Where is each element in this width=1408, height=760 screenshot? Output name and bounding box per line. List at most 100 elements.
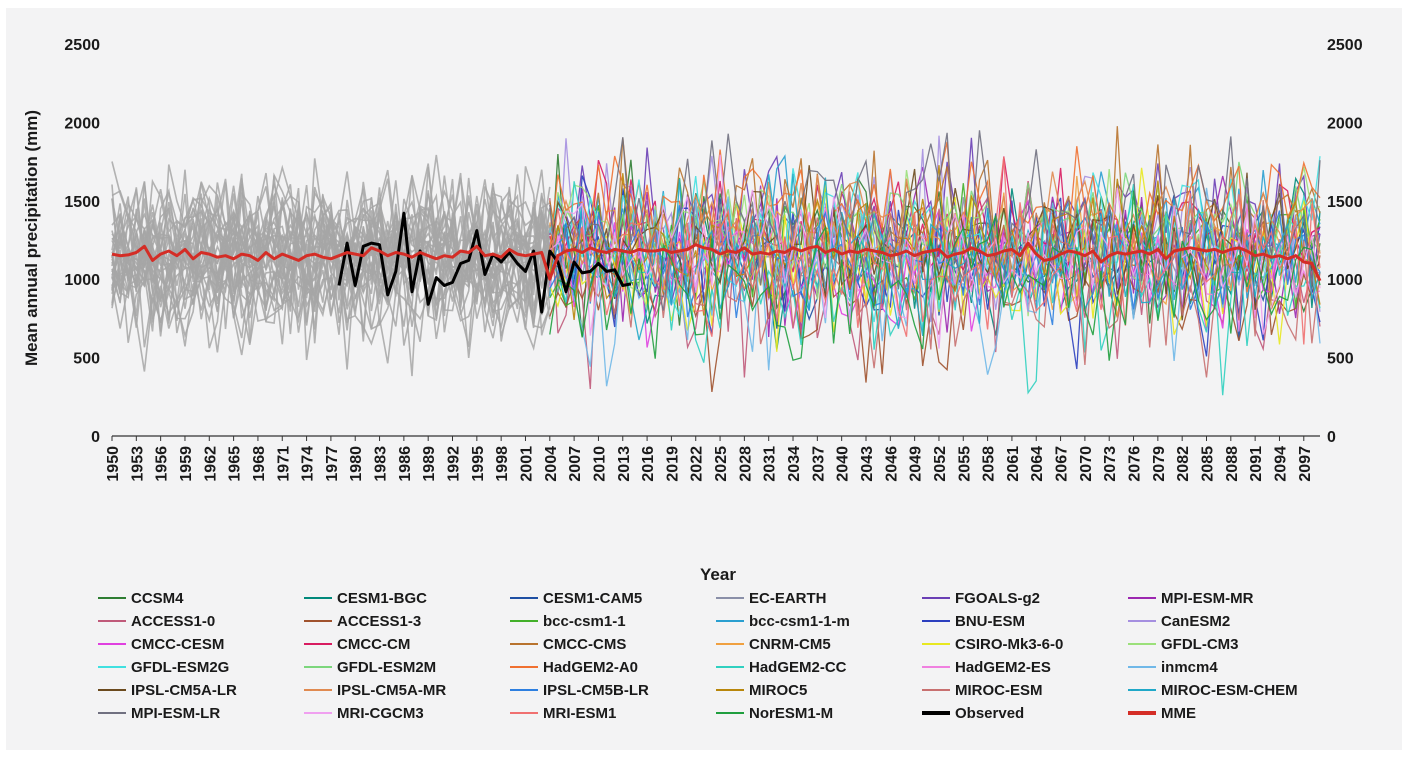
historical-run-inmcm4	[111, 210, 551, 345]
legend-label: FGOALS-g2	[955, 590, 1040, 607]
y-axis-title: Mean annual precipitation (mm)	[22, 110, 41, 366]
legend-label: EC-EARTH	[749, 590, 827, 607]
historical-run-noresm1-m	[111, 184, 551, 370]
x-tick-label: 2067	[1054, 446, 1071, 482]
legend-label: ACCESS1-3	[337, 613, 421, 630]
projection-run-access1-3	[549, 220, 1321, 392]
x-tick-label: 1980	[348, 446, 365, 482]
x-tick-label: 2070	[1078, 446, 1095, 482]
x-tick-label: 2013	[616, 446, 633, 482]
x-tick-label: 2052	[932, 446, 949, 482]
legend-label: CNRM-CM5	[749, 636, 831, 653]
x-tick-label: 1953	[129, 446, 146, 482]
x-tick-label: 1986	[397, 446, 414, 482]
legend-label: CMCC-CESM	[131, 636, 224, 653]
historical-run-miroc-esm-chem	[111, 181, 551, 342]
x-tick-label: 2085	[1200, 446, 1217, 482]
x-tick-label: 1965	[227, 446, 244, 482]
x-tick-label: 2022	[689, 446, 706, 482]
projection-run-mpi-esm-lr	[549, 130, 1321, 311]
y-tick-label-left: 1000	[64, 272, 100, 289]
x-tick-label: 1962	[202, 446, 219, 482]
y-tick-label-left: 1500	[64, 194, 100, 211]
legend-label: HadGEM2-A0	[543, 659, 638, 676]
x-tick-label: 2007	[567, 446, 584, 482]
projection-run-mri-esm1	[549, 156, 1321, 345]
projection-run-ipsl-cm5a-mr	[549, 171, 1321, 286]
legend-label: GFDL-CM3	[1161, 636, 1239, 653]
legend-label: HadGEM2-CC	[749, 659, 847, 676]
legend-label: MPI-ESM-LR	[131, 705, 220, 722]
legend-label: Observed	[955, 705, 1024, 722]
observed-line	[337, 211, 632, 314]
x-tick-label: 2076	[1127, 446, 1144, 482]
x-tick-label: 2025	[713, 446, 730, 482]
x-tick-label: 2094	[1273, 446, 1290, 482]
observed-and-mme-lines	[111, 211, 1322, 314]
historical-run-ipsl-cm5b-lr	[111, 182, 551, 323]
x-axis-title: Year	[700, 565, 736, 584]
x-tick-label: 1950	[105, 446, 122, 482]
legend-label: bcc-csm1-1	[543, 613, 626, 630]
legend: CCSM4 CESM1-BGC CESM1-CAM5 EC-EARTH FGOALS-g…	[98, 590, 1298, 722]
mme-line	[111, 241, 1322, 282]
projected-model-runs	[549, 126, 1321, 396]
legend-label: MRI-CGCM3	[337, 705, 424, 722]
legend-label: IPSL-CM5A-MR	[337, 682, 446, 699]
x-tick-label: 1974	[300, 446, 317, 482]
y-tick-label-right: 2500	[1327, 37, 1363, 54]
x-tick-label: 1968	[251, 446, 268, 482]
legend-label: MPI-ESM-MR	[1161, 590, 1254, 607]
legend-label: CanESM2	[1161, 613, 1230, 630]
x-tick-label: 2031	[762, 446, 779, 482]
x-tick-label: 1971	[275, 446, 292, 482]
x-tick-label: 2097	[1297, 446, 1314, 482]
x-tick-label: 2061	[1005, 446, 1022, 482]
x-tick-label: 2055	[956, 446, 973, 482]
x-tick-label: 2046	[883, 446, 900, 482]
y-tick-label-left: 2000	[64, 115, 100, 132]
legend-label: MIROC5	[749, 682, 807, 699]
x-tick-label: 2028	[737, 446, 754, 482]
x-tick-label: 2010	[591, 446, 608, 482]
y-tick-label-right: 1500	[1327, 194, 1363, 211]
legend-label: MIROC-ESM-CHEM	[1161, 682, 1298, 699]
y-tick-label-right: 1000	[1327, 272, 1363, 289]
legend-label: MME	[1161, 705, 1196, 722]
x-tick-label: 1983	[373, 446, 390, 482]
x-tick-label: 2037	[810, 446, 827, 482]
x-tick-label: 2091	[1248, 446, 1265, 482]
legend-label: CMCC-CM	[337, 636, 410, 653]
y-tick-label-left: 500	[73, 351, 100, 368]
x-tick-label: 2079	[1151, 446, 1168, 482]
axes: 0 0 500 500 1000 1000 1500 1500 2000 2000 2500 2500…	[64, 37, 1362, 482]
x-tick-label: 1989	[421, 446, 438, 482]
x-tick-label: 1956	[154, 446, 171, 482]
x-tick-label: 2088	[1224, 446, 1241, 482]
x-tick-label: 2064	[1029, 446, 1046, 482]
projection-run-miroc-esm-chem	[549, 173, 1321, 341]
projection-run-miroc-esm	[549, 191, 1321, 378]
legend-label: ACCESS1-0	[131, 613, 215, 630]
x-tick-label: 1977	[324, 446, 341, 482]
x-tick-label: 2082	[1175, 446, 1192, 482]
legend-label: IPSL-CM5A-LR	[131, 682, 237, 699]
legend-label: MIROC-ESM	[955, 682, 1043, 699]
x-tick-label: 2040	[835, 446, 852, 482]
legend-label: CCSM4	[131, 590, 184, 607]
projection-run-ipsl-cm5b-lr	[549, 205, 1321, 326]
legend-label: inmcm4	[1161, 659, 1218, 676]
historical-model-runs	[111, 154, 551, 377]
x-tick-label: 1992	[446, 446, 463, 482]
projection-run-mri-cgcm3	[549, 154, 1321, 349]
x-tick-label: 1959	[178, 446, 195, 482]
x-tick-label: 2049	[908, 446, 925, 482]
historical-run-mri-cgcm3	[111, 178, 551, 315]
x-tick-label: 2034	[786, 446, 803, 482]
legend-label: CESM1-CAM5	[543, 590, 642, 607]
chart-panel	[6, 8, 1402, 750]
projection-run-miroc5	[549, 165, 1321, 320]
legend-label: NorESM1-M	[749, 705, 833, 722]
y-tick-label-left: 2500	[64, 37, 100, 54]
historical-run-mri-esm1	[111, 181, 551, 318]
